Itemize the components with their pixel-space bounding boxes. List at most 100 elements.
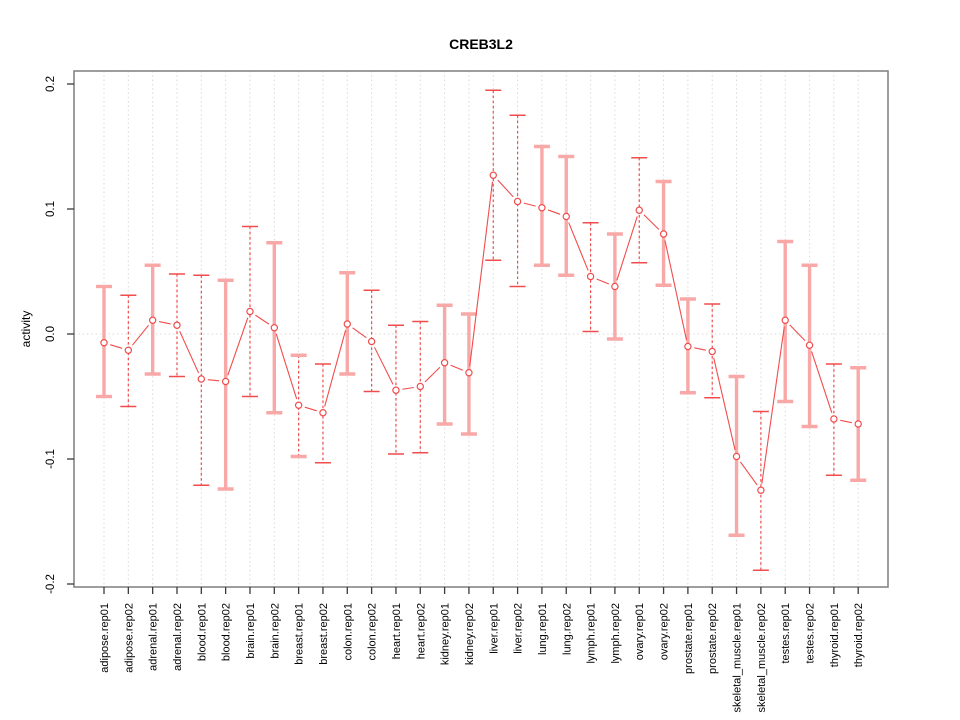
data-point (805, 341, 814, 349)
y-axis-label: activity (19, 311, 33, 348)
data-point (440, 359, 449, 367)
series-segment (450, 364, 464, 371)
data-point (416, 382, 424, 391)
data-point (562, 212, 570, 221)
data-point (830, 415, 838, 423)
x-tick-label: adipose.rep01 (99, 603, 111, 673)
data-point (635, 206, 643, 214)
data-point (246, 307, 254, 316)
data-point (586, 272, 595, 281)
series-segment (840, 419, 852, 424)
series-segment (497, 179, 514, 198)
y-tick-label: 0.0 (45, 326, 57, 342)
series-segment (275, 333, 298, 400)
series-segment (324, 330, 347, 407)
series-segment (616, 216, 638, 281)
series-segment (568, 222, 589, 271)
x-tick-label: prostate.rep02 (707, 603, 719, 674)
x-tick-label: heart.rep02 (415, 603, 427, 659)
y-tick-label: -0.1 (45, 449, 57, 469)
error-bar (825, 363, 842, 476)
error-bar (363, 289, 380, 393)
series-segment (523, 202, 536, 207)
series-segment (255, 314, 270, 325)
plot-border (73, 70, 889, 588)
x-tick-label: colon.rep02 (367, 603, 379, 661)
x-tick-label: thyroid.rep02 (853, 603, 865, 667)
data-point (611, 282, 619, 291)
series-segment (739, 461, 758, 486)
error-bar (168, 273, 185, 378)
x-tick-label: breast.rep01 (294, 603, 306, 665)
data-point (513, 197, 522, 206)
x-tick-label: lymph.rep01 (586, 603, 598, 664)
series-segment (811, 351, 833, 413)
series-segment (352, 327, 367, 339)
x-tick-label: adrenal.rep01 (148, 603, 160, 671)
x-tick-label: testes.rep01 (780, 603, 792, 664)
series-segment (664, 240, 688, 341)
x-tick-label: colon.rep01 (342, 603, 354, 661)
data-point (757, 486, 765, 494)
x-tick-label: lung.rep01 (537, 603, 549, 655)
series-segment (713, 357, 736, 451)
data-point (270, 324, 279, 332)
data-point (294, 401, 303, 409)
series-segment (110, 344, 123, 349)
series-segment (547, 209, 561, 215)
series-segment (789, 324, 806, 341)
data-point (659, 230, 668, 238)
series-segment (761, 326, 785, 484)
x-tick-label: ovary.rep02 (659, 603, 671, 660)
chart-title: CREB3L2 (449, 36, 513, 52)
data-point (124, 346, 133, 354)
x-tick-label: liver.rep02 (513, 603, 525, 654)
data-point (781, 316, 789, 324)
data-point (221, 377, 230, 386)
data-point (732, 452, 741, 461)
error-bar (412, 320, 429, 454)
x-tick-label: brain.rep01 (245, 603, 257, 659)
x-tick-label: ovary.rep01 (634, 603, 646, 660)
data-point (100, 339, 108, 347)
x-tick-label: prostate.rep01 (683, 603, 695, 674)
error-bar (120, 294, 137, 408)
y-tick-label: -0.2 (45, 574, 57, 594)
x-tick-label: kidney.rep01 (440, 603, 452, 665)
series-segment (304, 406, 317, 412)
series-segment (596, 278, 610, 285)
data-point (684, 342, 692, 351)
x-tick-label: blood.rep01 (196, 603, 208, 661)
x-tick-label: heart.rep01 (391, 603, 403, 659)
series-segment (207, 379, 220, 382)
series-segment (227, 317, 249, 376)
y-tick-label: 0.1 (45, 201, 57, 217)
data-point (197, 375, 206, 383)
series-segment (694, 347, 706, 351)
series-segment (643, 214, 660, 230)
data-point (489, 171, 497, 179)
error-bar (290, 353, 307, 459)
x-tick-label: breast.rep02 (318, 603, 330, 665)
x-tick-label: adrenal.rep02 (172, 603, 184, 671)
x-tick-label: kidney.rep02 (464, 603, 476, 665)
data-point (854, 420, 862, 428)
x-tick-label: thyroid.rep01 (829, 603, 841, 667)
x-tick-label: skeletal_muscle.rep01 (732, 603, 744, 712)
x-tick-label: liver.rep01 (488, 603, 500, 654)
x-tick-label: testes.rep02 (805, 603, 817, 664)
data-point (319, 409, 327, 417)
x-tick-label: lymph.rep02 (610, 603, 622, 664)
x-tick-label: adipose.rep02 (123, 603, 135, 673)
y-tick-label: 0.2 (45, 76, 57, 92)
series-segment (469, 181, 494, 367)
series-segment (131, 324, 149, 346)
data-point (148, 316, 157, 324)
x-tick-label: brain.rep02 (269, 603, 281, 659)
series-segment (374, 347, 394, 385)
data-point (465, 369, 473, 377)
data-point (343, 320, 351, 328)
x-tick-label: blood.rep02 (221, 603, 233, 661)
